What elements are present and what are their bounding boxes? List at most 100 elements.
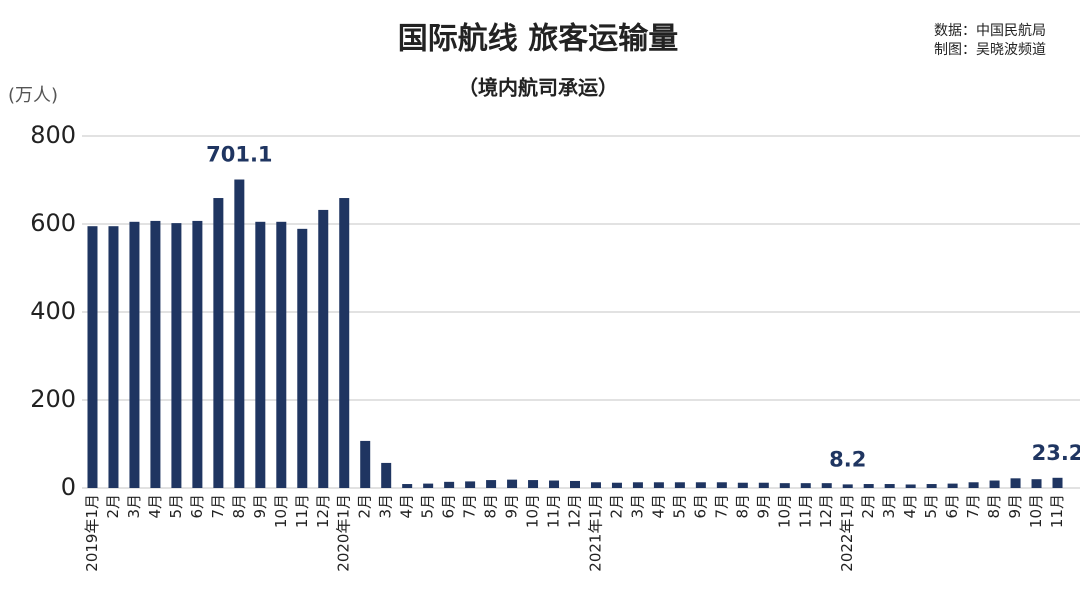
x-tick-label: 3月 (377, 494, 395, 519)
bar (1052, 477, 1063, 488)
x-tick-label: 9月 (503, 494, 521, 519)
x-tick-label: 8月 (985, 494, 1003, 519)
x-tick-label: 6月 (691, 494, 709, 519)
bar (276, 221, 287, 489)
bar (863, 484, 874, 488)
x-tick-label: 2月 (104, 494, 122, 519)
value-label: 23.2 (1032, 441, 1080, 465)
bar (1031, 479, 1042, 488)
bar (213, 198, 224, 489)
bar (905, 484, 916, 488)
x-tick-label: 2月 (607, 494, 625, 519)
x-tick-label: 6月 (943, 494, 961, 519)
credit: 制图：吴晓波频道 (934, 42, 1046, 58)
x-tick-label: 12月 (566, 494, 584, 528)
x-tick-label: 5月 (670, 494, 688, 519)
x-tick-label: 5月 (419, 494, 437, 519)
bar (989, 480, 1000, 488)
bar (234, 179, 245, 489)
bar (800, 483, 811, 488)
bar (884, 484, 895, 488)
x-tick-label: 7月 (712, 494, 730, 519)
bar (381, 462, 392, 488)
x-tick-label: 2022年1月 (838, 494, 856, 572)
x-tick-label: 4月 (146, 494, 164, 519)
x-tick-label: 11月 (293, 494, 311, 528)
bar (611, 482, 622, 488)
bar (465, 481, 476, 488)
x-tick-label: 5月 (167, 494, 185, 519)
x-tick-label: 2019年1月 (83, 494, 101, 572)
y-tick-label: 800 (30, 121, 76, 149)
x-tick-label: 4月 (901, 494, 919, 519)
bar (821, 483, 832, 488)
bar (507, 479, 518, 488)
bar (402, 484, 413, 488)
x-tick-label: 11月 (796, 494, 814, 528)
bar (737, 482, 748, 488)
x-tick-label: 9月 (251, 494, 269, 519)
x-tick-label: 11月 (545, 494, 563, 528)
x-tick-label: 4月 (398, 494, 416, 519)
y-tick-label: 200 (30, 385, 76, 413)
bar (549, 480, 560, 488)
bar (1010, 478, 1021, 488)
x-tick-label: 6月 (440, 494, 458, 519)
x-tick-label: 4月 (649, 494, 667, 519)
x-tick-label: 2月 (859, 494, 877, 519)
y-tick-label: 0 (61, 473, 76, 501)
x-tick-label: 12月 (817, 494, 835, 528)
chart-subtitle: （境内航司承运） (458, 76, 618, 100)
bar (590, 482, 601, 488)
x-tick-label: 7月 (461, 494, 479, 519)
x-tick-label: 10月 (272, 494, 290, 528)
bar (632, 482, 643, 488)
bar (192, 220, 203, 489)
x-tick-label: 9月 (1006, 494, 1024, 519)
bar (528, 480, 539, 488)
bar (87, 226, 98, 488)
bar (653, 482, 664, 488)
bar (150, 220, 161, 489)
bar (318, 209, 329, 489)
bar (968, 482, 979, 488)
x-tick-label: 10月 (1027, 494, 1045, 528)
bar (779, 483, 790, 488)
bar (108, 226, 119, 488)
bar (570, 480, 580, 488)
x-tick-label: 2021年1月 (586, 494, 604, 572)
bar (444, 481, 455, 488)
x-tick-label: 3月 (880, 494, 898, 519)
source: 数据：中国民航局 (934, 23, 1046, 39)
x-tick-label: 8月 (230, 494, 248, 519)
x-tick-label: 10月 (524, 494, 542, 528)
x-tick-label: 2月 (356, 494, 374, 519)
x-tick-label: 9月 (754, 494, 772, 519)
bar (947, 483, 958, 488)
x-tick-label: 8月 (482, 494, 500, 519)
x-tick-label: 7月 (964, 494, 982, 519)
x-tick-label: 2020年1月 (335, 494, 353, 572)
y-unit: (万人) (8, 85, 58, 106)
bar (695, 482, 706, 488)
x-tick-label: 11月 (1048, 494, 1066, 528)
bar (423, 483, 434, 488)
y-tick-label: 400 (30, 297, 76, 325)
value-label: 701.1 (206, 143, 272, 167)
value-label: 8.2 (829, 447, 866, 471)
y-tick-label: 600 (30, 209, 76, 237)
chart-title: 国际航线 旅客运输量 (398, 22, 678, 57)
bar (716, 482, 727, 488)
bar (842, 484, 853, 488)
bar (674, 482, 685, 488)
bar (129, 221, 140, 489)
x-tick-label: 12月 (314, 494, 332, 528)
bar (339, 198, 350, 489)
bar (255, 221, 266, 489)
bar (758, 482, 769, 488)
x-tick-label: 3月 (125, 494, 143, 519)
x-tick-label: 8月 (733, 494, 751, 519)
bar (360, 440, 371, 488)
x-tick-label: 10月 (775, 494, 793, 528)
